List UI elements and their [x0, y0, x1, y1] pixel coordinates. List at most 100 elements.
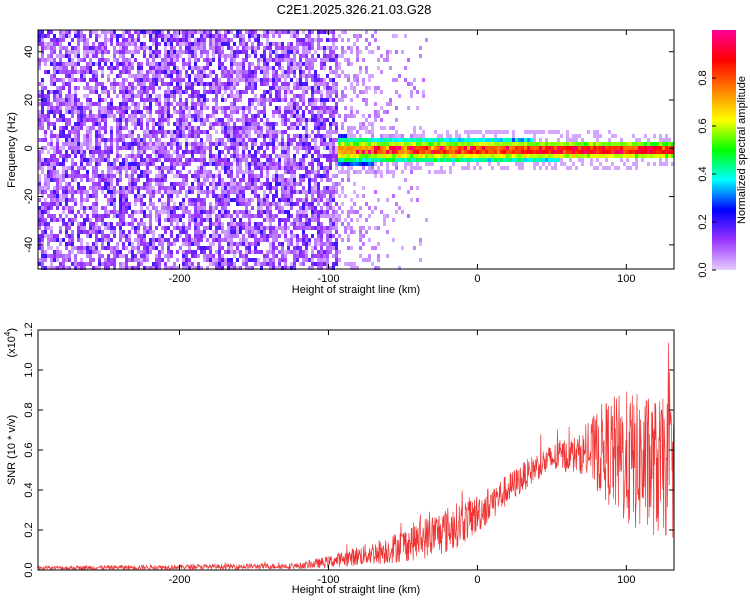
heatmap-cell: [161, 70, 164, 74]
heatmap-cell: [56, 38, 59, 42]
heatmap-cell: [323, 262, 326, 266]
heatmap-cell: [188, 202, 191, 206]
heatmap-cell: [242, 186, 245, 190]
heatmap-cell: [359, 122, 362, 126]
heatmap-cell: [323, 142, 326, 146]
heatmap-cell: [236, 62, 239, 66]
heatmap-cell: [71, 130, 74, 134]
heatmap-cell: [107, 246, 110, 250]
heatmap-cell: [494, 142, 497, 146]
heatmap-cell: [305, 118, 308, 122]
heatmap-cell: [197, 178, 200, 182]
heatmap-cell: [314, 242, 317, 246]
heatmap-cell: [224, 42, 227, 46]
heatmap-cell: [401, 158, 404, 162]
heatmap-cell: [203, 94, 206, 98]
heatmap-cell: [101, 158, 104, 162]
heatmap-cell: [152, 146, 155, 150]
heatmap-cell: [56, 258, 59, 262]
heatmap-cell: [71, 66, 74, 70]
heatmap-cell: [305, 206, 308, 210]
heatmap-cell: [290, 234, 293, 238]
heatmap-cell: [116, 210, 119, 214]
heatmap-cell: [128, 154, 131, 158]
heatmap-cell: [116, 178, 119, 182]
heatmap-cell: [290, 266, 293, 270]
heatmap-cell: [101, 98, 104, 102]
heatmap-cell: [359, 142, 362, 146]
heatmap-cell: [224, 142, 227, 146]
heatmap-cell: [380, 70, 383, 74]
heatmap-cell: [179, 206, 182, 210]
heatmap-cell: [329, 218, 332, 222]
heatmap-cell: [248, 46, 251, 50]
heatmap-cell: [314, 98, 317, 102]
heatmap-cell: [404, 146, 407, 150]
heatmap-cell: [221, 42, 224, 46]
heatmap-cell: [182, 178, 185, 182]
heatmap-cell: [104, 258, 107, 262]
heatmap-cell: [203, 146, 206, 150]
heatmap-cell: [398, 134, 401, 138]
heatmap-cell: [359, 226, 362, 230]
heatmap-cell: [323, 174, 326, 178]
heatmap-cell: [272, 174, 275, 178]
heatmap-cell: [137, 266, 140, 270]
heatmap-cell: [428, 142, 431, 146]
heatmap-cell: [320, 174, 323, 178]
heatmap-cell: [92, 54, 95, 58]
heatmap-cell: [293, 262, 296, 266]
heatmap-cell: [341, 210, 344, 214]
heatmap-cell: [206, 138, 209, 142]
heatmap-cell: [149, 54, 152, 58]
heatmap-cell: [392, 194, 395, 198]
heatmap-cell: [77, 50, 80, 54]
heatmap-cell: [266, 202, 269, 206]
heatmap-cell: [239, 50, 242, 54]
heatmap-cell: [449, 134, 452, 138]
heatmap-cell: [281, 210, 284, 214]
heatmap-cell: [149, 266, 152, 270]
heatmap-cell: [77, 150, 80, 154]
heatmap-cell: [359, 146, 362, 150]
heatmap-cell: [179, 182, 182, 186]
heatmap-cell: [41, 170, 44, 174]
heatmap-cell: [47, 186, 50, 190]
heatmap-cell: [425, 150, 428, 154]
heatmap-cell: [371, 246, 374, 250]
heatmap-cell: [302, 234, 305, 238]
heatmap-cell: [245, 266, 248, 270]
heatmap-cell: [197, 58, 200, 62]
heatmap-cell: [59, 134, 62, 138]
heatmap-cell: [320, 210, 323, 214]
heatmap-cell: [311, 146, 314, 150]
heatmap-cell: [161, 166, 164, 170]
heatmap-cell: [62, 30, 65, 34]
heatmap-cell: [59, 146, 62, 150]
heatmap-cell: [302, 62, 305, 66]
heatmap-cell: [251, 34, 254, 38]
heatmap-cell: [326, 158, 329, 162]
heatmap-cell: [275, 62, 278, 66]
heatmap-cell: [224, 186, 227, 190]
heatmap-cell: [335, 106, 338, 110]
heatmap-cell: [335, 186, 338, 190]
heatmap-cell: [308, 46, 311, 50]
heatmap-cell: [116, 66, 119, 70]
heatmap-cell: [329, 106, 332, 110]
heatmap-cell: [218, 90, 221, 94]
heatmap-cell: [446, 158, 449, 162]
heatmap-cell: [98, 254, 101, 258]
heatmap-cell: [113, 162, 116, 166]
heatmap-cell: [239, 226, 242, 230]
heatmap-cell: [248, 230, 251, 234]
heatmap-cell: [167, 190, 170, 194]
heatmap-cell: [248, 70, 251, 74]
heatmap-cell: [68, 218, 71, 222]
heatmap-cell: [92, 150, 95, 154]
heatmap-cell: [293, 158, 296, 162]
heatmap-cell: [362, 234, 365, 238]
heatmap-cell: [293, 146, 296, 150]
heatmap-cell: [347, 246, 350, 250]
heatmap-cell: [170, 190, 173, 194]
